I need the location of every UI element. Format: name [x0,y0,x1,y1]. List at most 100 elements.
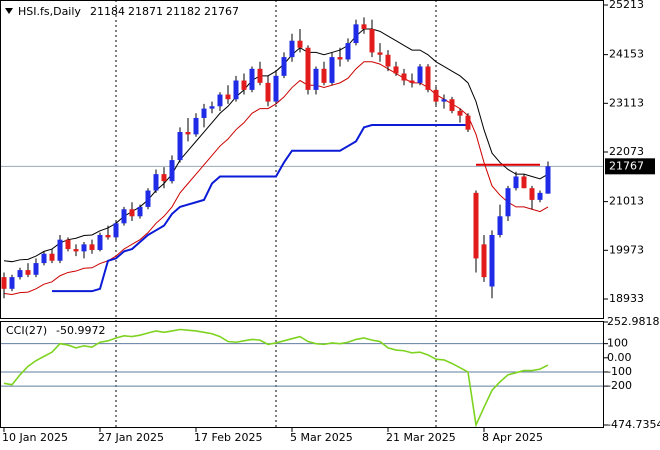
y-tick-label: 22073 [609,145,644,158]
candle-body [177,132,183,161]
main-panel [0,17,604,299]
header-low: 21182 [166,5,201,18]
x-tick-label: 8 Apr 2025 [482,431,543,444]
indicator-line [52,123,468,293]
candle-body [209,106,215,109]
candle-body [441,99,447,102]
candle-body [153,174,159,191]
candle-body [193,117,199,135]
current-price-label: 21767 [609,159,644,172]
candle-body [465,115,471,130]
y-tick-label: 24153 [609,48,644,61]
candle-body [201,108,207,118]
cci-panel [0,328,604,428]
candle-body [9,277,15,289]
x-tick-label: 10 Jan 2025 [2,431,68,444]
candle-body [137,206,143,217]
candle-body [385,54,391,67]
main-frame [0,0,604,319]
candle-body [233,80,239,100]
candle-body [545,166,551,194]
symbol-title: HSI.fs,Daily [18,5,81,18]
candle-body [273,75,279,102]
candle-body [25,270,31,275]
candle-body [81,244,87,252]
header-high: 21871 [128,5,163,18]
candle-body [433,89,439,102]
candle-body [537,192,543,200]
y-tick-label: 19973 [609,243,644,256]
candle-body [513,176,519,189]
header-open: 21184 [90,5,125,18]
candle-body [473,192,479,259]
candle-body [129,209,135,217]
candle-body [49,253,55,261]
x-tick-label: 5 Mar 2025 [290,431,353,444]
candle-body [33,263,39,275]
candle-body [361,24,367,30]
candle-body [97,235,103,250]
candle-body [217,94,223,107]
candle-body [73,249,79,252]
y-tick-label: -474.7354 [607,418,660,431]
candle-body [529,188,535,200]
menu-arrow [5,8,13,14]
candle-body [329,57,335,83]
candle-body [337,57,343,60]
candle-body [489,235,495,287]
cci-title: CCI(27) [6,324,47,337]
y-tick-label: 18933 [609,292,644,305]
candle-body [289,40,295,58]
candle-body [313,68,319,90]
y-tick-label: -100 [607,365,632,378]
candle-body [161,174,167,182]
candle-body [89,244,95,250]
candle-body [305,47,311,90]
candle-body [1,277,7,289]
candle-body [249,68,255,90]
candle-body [225,94,231,100]
candle-body [425,66,431,90]
indicator-line [3,61,549,295]
y-tick-label: 0.00 [607,351,632,364]
candle-body [417,66,423,83]
cci-frame [0,321,604,428]
candle-body [497,216,503,236]
candle-body [145,190,151,207]
candle-body [57,239,63,261]
y-tick-label: 25213 [609,0,644,11]
candle-body [369,29,375,53]
candle-body [113,223,119,238]
candle-body [265,82,271,102]
candle-body [169,160,175,182]
candle-body [345,43,351,60]
candle-body [121,209,127,224]
cci-value: -50.9972 [56,324,105,337]
candle-body [449,99,455,111]
candle-body [17,270,23,278]
candle-body [457,110,463,116]
x-tick-label: 21 Mar 2025 [386,431,456,444]
candle-body [393,66,399,74]
y-tick-label: 21013 [609,195,644,208]
x-tick-label: 27 Jan 2025 [98,431,164,444]
candle-body [281,57,287,76]
candle-body [105,235,111,238]
cci-line [3,328,549,428]
y-tick-label: -200 [607,379,632,392]
candle-body [297,40,303,48]
candle-body [481,244,487,278]
x-tick-label: 17 Feb 2025 [194,431,262,444]
candle-body [401,73,407,81]
y-tick-label: 23113 [609,96,644,109]
candle-body [185,132,191,135]
candle-body [353,24,359,44]
y-tick-label: 252.9818 [607,315,660,328]
y-tick-label: 100 [607,337,628,350]
header-close: 21767 [204,5,239,18]
candle-body [377,52,383,55]
candle-body [41,253,47,264]
current-price-box [605,158,655,175]
candle-body [505,188,511,217]
